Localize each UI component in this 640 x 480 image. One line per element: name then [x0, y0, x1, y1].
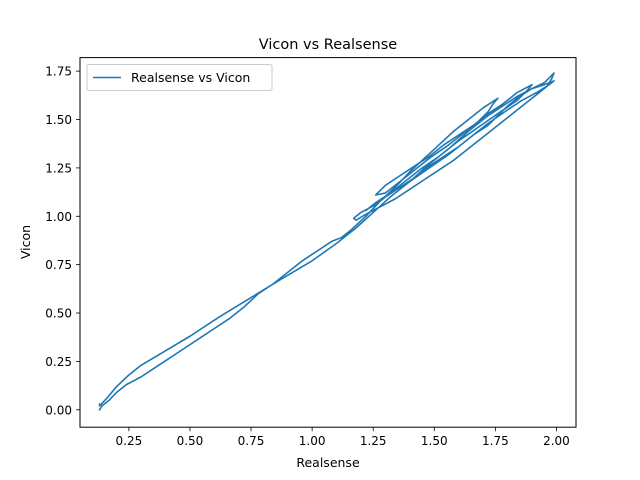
y-tick-label: 0.00: [45, 403, 72, 417]
y-axis-ticks: 0.00 0.25 0.50 0.75 1.00 1.25 1.50 1.75: [45, 65, 80, 417]
x-tick-label: 1.25: [360, 434, 387, 448]
y-tick-label: 0.25: [45, 355, 72, 369]
chart-title: Vicon vs Realsense: [259, 37, 397, 53]
x-tick-label: 1.50: [421, 434, 448, 448]
x-axis-ticks: 0.25 0.50 0.75 1.00 1.25 1.50 1.75 2.00: [116, 427, 570, 448]
x-tick-label: 0.25: [116, 434, 143, 448]
x-tick-label: 1.75: [482, 434, 509, 448]
y-tick-label: 0.75: [45, 258, 72, 272]
y-tick-label: 1.00: [45, 210, 72, 224]
x-tick-label: 1.00: [299, 434, 326, 448]
legend: Realsense vs Vicon: [86, 64, 273, 91]
series-line-realsense-vs-vicon: [98, 72, 555, 411]
x-tick-label: 0.75: [238, 434, 265, 448]
x-axis-label: Realsense: [296, 455, 360, 470]
y-tick-label: 1.25: [45, 161, 72, 175]
y-tick-label: 0.50: [45, 307, 72, 321]
x-tick-label: 2.00: [543, 434, 570, 448]
legend-box: [86, 64, 273, 91]
series-group: [98, 72, 555, 411]
x-tick-label: 0.50: [177, 434, 204, 448]
y-tick-label: 1.50: [45, 113, 72, 127]
legend-entry-label: Realsense vs Vicon: [131, 70, 250, 85]
y-axis-label: Vicon: [18, 225, 33, 259]
y-tick-label: 1.75: [45, 65, 72, 79]
plot-frame: [79, 57, 577, 428]
